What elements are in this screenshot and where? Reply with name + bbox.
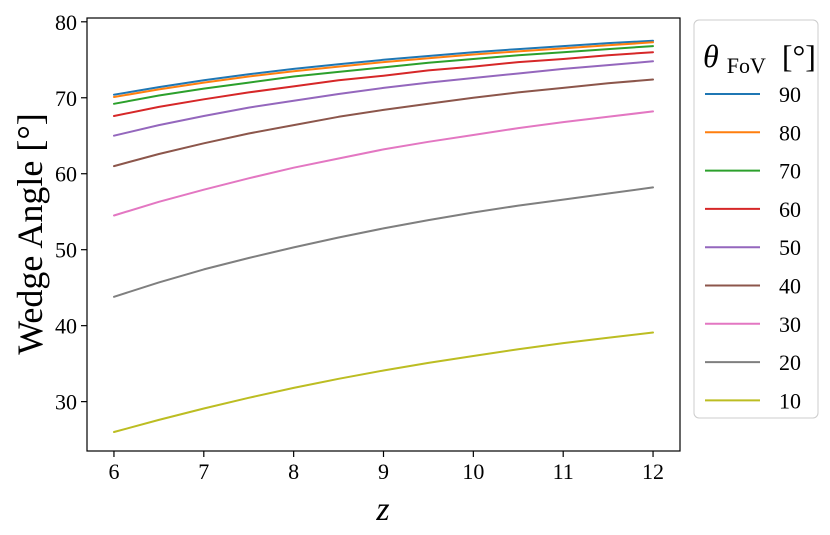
series-layer [113, 39, 654, 433]
y-tick-label: 50 [55, 238, 77, 263]
legend-title: θ FoV [°] [703, 38, 816, 80]
plot-area [87, 18, 680, 451]
series-line-90 [113, 39, 654, 96]
legend-label-10: 10 [779, 388, 801, 413]
x-tick-label: 6 [108, 459, 119, 484]
legend-title-unit: [°] [782, 38, 816, 74]
x-tick-label: 10 [462, 459, 484, 484]
series-line-20 [113, 186, 654, 298]
y-tick-label: 30 [55, 390, 77, 415]
legend-label-80: 80 [779, 120, 801, 145]
y-axis: 30 40 50 60 70 80 [55, 10, 87, 415]
legend-label-70: 70 [779, 159, 801, 184]
x-tick-label: 12 [642, 459, 664, 484]
legend-label-60: 60 [779, 197, 801, 222]
series-line-10 [113, 331, 654, 433]
series-line-70 [113, 45, 654, 105]
legend-label-90: 90 [779, 82, 801, 107]
legend-label-40: 40 [779, 274, 801, 299]
y-tick-label: 80 [55, 10, 77, 35]
x-tick-label: 7 [198, 459, 209, 484]
x-axis: 6 7 8 9 10 11 12 [108, 451, 664, 484]
series-line-80 [113, 41, 654, 98]
series-line-50 [113, 60, 654, 137]
x-tick-label: 9 [378, 459, 389, 484]
x-tick-label: 11 [553, 459, 574, 484]
legend-title-theta: θ [703, 38, 719, 74]
y-tick-label: 70 [55, 86, 77, 111]
x-tick-label: 8 [288, 459, 299, 484]
series-line-60 [113, 51, 654, 117]
legend-items: 90 80 70 60 50 40 30 20 10 [705, 82, 801, 413]
legend-label-50: 50 [779, 235, 801, 260]
legend-box [693, 19, 819, 419]
y-axis-title: Wedge Angle [°] [10, 113, 50, 354]
y-tick-label: 60 [55, 162, 77, 187]
legend-label-20: 20 [779, 350, 801, 375]
legend: θ FoV [°] 90 80 70 60 50 40 30 20 10 [693, 19, 819, 419]
series-line-40 [113, 78, 654, 168]
legend-label-30: 30 [779, 312, 801, 337]
legend-title-subscript: FoV [727, 53, 766, 78]
y-tick-label: 40 [55, 314, 77, 339]
x-axis-title: z [375, 491, 389, 528]
series-line-30 [113, 110, 654, 217]
